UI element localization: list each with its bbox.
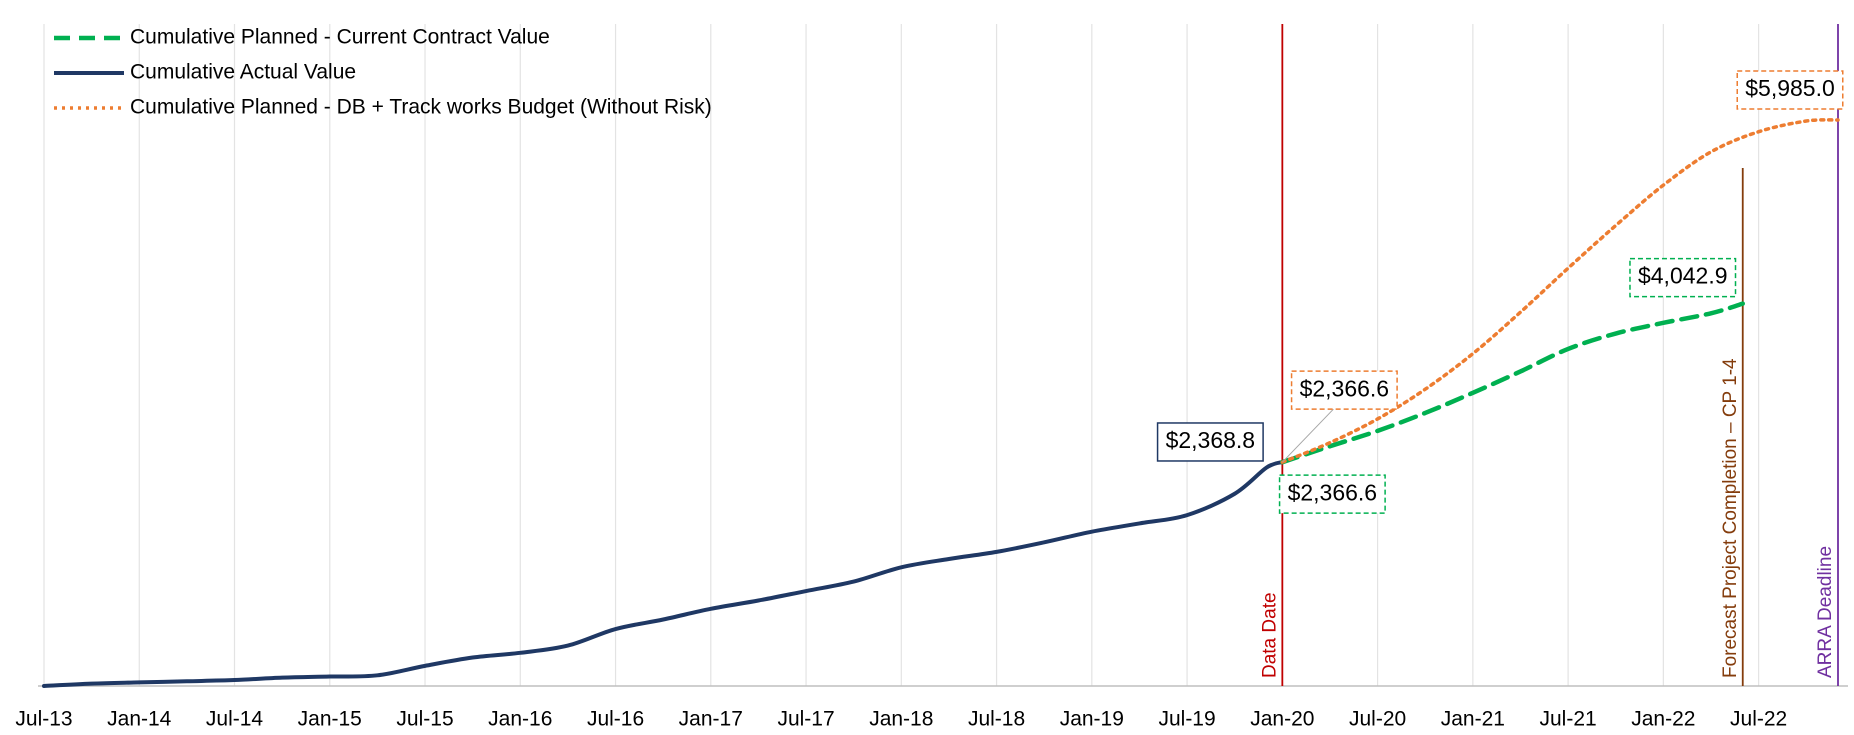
x-tick-label: Jan-16 <box>488 708 552 731</box>
data-label-text: $2,366.6 <box>1300 375 1390 401</box>
x-tick-label: Jan-15 <box>298 708 362 731</box>
x-tick-label: Jan-19 <box>1060 708 1124 731</box>
x-tick-label: Jul-19 <box>1158 708 1215 731</box>
reference-label: ARRA Deadline <box>1815 546 1836 678</box>
data-label: $2,366.6 <box>1281 370 1398 463</box>
data-label-box <box>1156 422 1264 462</box>
leader-line <box>1281 407 1335 463</box>
x-tick-label: Jan-22 <box>1631 708 1695 731</box>
data-label-box <box>1290 370 1398 410</box>
legend-label: Cumulative Planned - Current Contract Va… <box>130 26 550 49</box>
data-label-text: $2,368.8 <box>1166 427 1256 453</box>
x-tick-label: Jul-13 <box>15 708 72 731</box>
x-tick-label: Jan-17 <box>679 708 743 731</box>
x-tick-label: Jan-18 <box>869 708 933 731</box>
legend-label: Cumulative Actual Value <box>130 61 356 84</box>
x-tick-label: Jul-20 <box>1349 708 1406 731</box>
data-label-text: $5,985.0 <box>1745 75 1835 101</box>
reference-label: Forecast Project Completion – CP 1-4 <box>1720 358 1741 678</box>
data-label: $2,368.8 <box>1156 422 1264 462</box>
data-label: $5,985.0 <box>1736 70 1844 110</box>
x-tick-label: Jul-16 <box>587 708 644 731</box>
series-line <box>42 459 1285 688</box>
x-tick-label: Jan-14 <box>107 708 172 731</box>
x-tick-label: Jul-21 <box>1540 708 1597 731</box>
data-label-box <box>1278 474 1386 514</box>
data-label: $4,042.9 <box>1629 257 1737 298</box>
legend: Cumulative Planned - Current Contract Va… <box>54 26 712 119</box>
data-label-text: $2,366.6 <box>1288 479 1378 505</box>
series-line <box>1280 301 1745 465</box>
x-tick-label: Jul-17 <box>777 708 834 731</box>
data-label: $2,366.6 <box>1278 474 1386 514</box>
data-label-box <box>1736 70 1844 110</box>
data-label-text: $4,042.9 <box>1638 263 1728 289</box>
reference-label: Data Date <box>1259 592 1280 678</box>
x-tick-label: Jul-14 <box>206 708 264 731</box>
x-tick-label: Jul-22 <box>1730 708 1787 731</box>
data-label-box <box>1629 257 1737 298</box>
x-tick-label: Jan-21 <box>1441 708 1505 731</box>
legend-label: Cumulative Planned - DB + Track works Bu… <box>130 96 712 119</box>
x-tick-label: Jul-18 <box>968 708 1025 731</box>
x-tick-label: Jul-15 <box>396 708 453 731</box>
series-line <box>1280 118 1840 464</box>
x-tick-label: Jan-20 <box>1250 708 1314 731</box>
